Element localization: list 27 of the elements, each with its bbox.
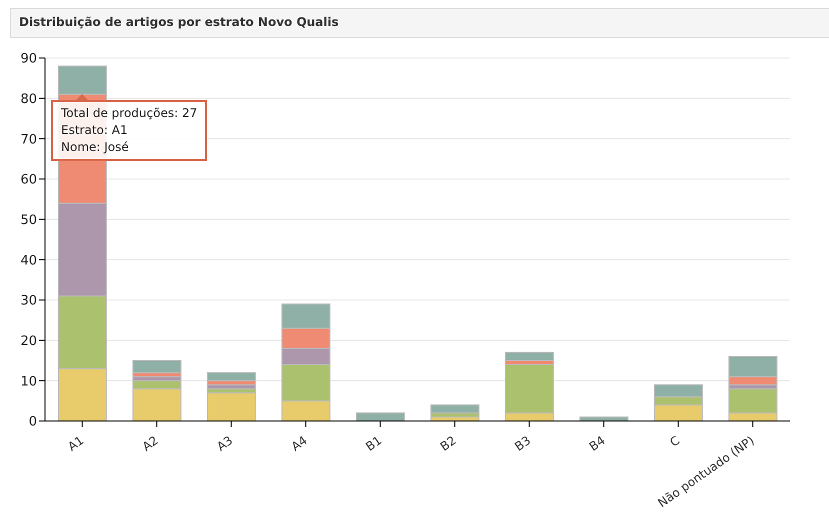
chart-title: Distribuição de artigos por estrato Novo Qualis <box>19 15 339 29</box>
bar <box>132 360 182 374</box>
y-tick-label: 40 <box>20 253 37 268</box>
y-tick-label: 60 <box>20 172 37 188</box>
bar <box>430 404 480 414</box>
y-tick-label: 50 <box>20 212 37 228</box>
x-tick-label: A4 <box>288 433 310 454</box>
y-tick-label: 80 <box>20 92 37 107</box>
x-tick-label: A1 <box>65 433 86 454</box>
y-tick-label: 90 <box>20 52 37 67</box>
bar <box>206 392 256 421</box>
y-tick-label: 70 <box>20 132 37 148</box>
x-tick-label: C <box>667 433 682 450</box>
x-tick-label: B3 <box>512 433 534 454</box>
bar <box>356 412 405 421</box>
x-tick-label: B2 <box>438 433 459 454</box>
y-tick-label: 30 <box>20 294 37 309</box>
x-tick-label: A3 <box>214 433 236 454</box>
annotation: Total de produções: 27 Estrato: A1 Nome: José <box>61 105 198 156</box>
x-tick-label: B4 <box>586 433 608 454</box>
bar <box>504 352 554 361</box>
y-tick-label: 0 <box>28 414 37 430</box>
y-tick-label: 20 <box>20 334 37 349</box>
x-tick-label: B1 <box>363 433 384 454</box>
x-tick-label: A2 <box>140 433 161 454</box>
bar <box>206 372 256 382</box>
y-tick-label: 10 <box>20 374 37 390</box>
